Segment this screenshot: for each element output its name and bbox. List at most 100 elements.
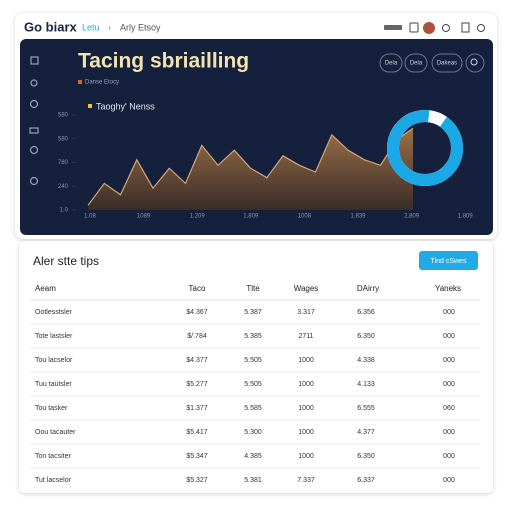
table-cell: 6.356 — [357, 309, 375, 316]
x-tick-label: 1008 — [298, 214, 312, 220]
x-tick-label: 1.209 — [190, 214, 206, 220]
table-cell: $5.277 — [186, 381, 208, 388]
sidebar-icon[interactable] — [29, 176, 39, 186]
table-cell: 000 — [443, 429, 455, 436]
sidebar-icon[interactable] — [29, 99, 39, 109]
icon[interactable] — [477, 24, 485, 32]
table-cell: 1000 — [298, 357, 314, 364]
column-header: DAirry — [357, 284, 379, 293]
table-button[interactable] — [419, 251, 478, 270]
legend-label: Taoghy' Nenss — [96, 101, 155, 111]
search-icon — [470, 58, 478, 66]
x-tick-label: 1.809 — [243, 214, 259, 220]
dashboard-button[interactable] — [404, 53, 428, 73]
status-icon — [384, 25, 402, 30]
dashboard-button-label: Dela — [385, 61, 398, 67]
table-cell: Tuu tautsler — [35, 381, 72, 388]
table-cell: 6.555 — [357, 405, 375, 412]
table-cell: 4.377 — [357, 429, 375, 436]
column-header: Tlte — [246, 284, 260, 293]
table-cell: 6.350 — [357, 333, 375, 340]
column-header: Yaneks — [435, 284, 461, 293]
table-cell: 000 — [443, 309, 455, 316]
table-cell: Tou tasker — [35, 405, 68, 412]
dashboard-button[interactable] — [431, 53, 463, 73]
table-cell: 000 — [443, 381, 455, 388]
column-header: Taco — [189, 284, 206, 293]
sidebar-icon[interactable] — [30, 56, 39, 65]
icon[interactable] — [461, 22, 470, 33]
sidebar-icon[interactable] — [29, 127, 39, 134]
legend-swatch — [88, 104, 92, 108]
column-header: Wages — [294, 284, 319, 293]
sidebar-icon[interactable] — [29, 145, 39, 155]
y-tick-label: 580 — [58, 136, 69, 142]
table-cell: 5.505 — [244, 357, 262, 364]
table-cell: 4.338 — [357, 357, 375, 364]
y-tick-label: 1.0 — [60, 208, 69, 214]
table-cell: 000 — [443, 357, 455, 364]
table-button-label: Tind cSwes — [431, 258, 467, 265]
icon[interactable] — [442, 24, 450, 32]
avatar[interactable] — [423, 22, 435, 34]
table-card — [19, 241, 493, 493]
table-cell: $5.347 — [186, 453, 208, 460]
table-cell: Oou tacauter — [35, 429, 76, 436]
table-cell: $4.367 — [186, 309, 208, 316]
y-tick-label: 780 — [58, 160, 69, 166]
subtitle-swatch — [78, 80, 82, 84]
table-cell: 000 — [443, 333, 455, 340]
table-cell: 5.385 — [244, 333, 262, 340]
dashboard-button[interactable] — [379, 53, 403, 73]
nav-active[interactable]: Letu — [82, 22, 100, 32]
table-cell: 5.387 — [244, 309, 262, 316]
dashboard-button-label: Dakeas — [437, 61, 457, 67]
table-cell: 6.350 — [357, 453, 375, 460]
x-tick-label: 1.839 — [350, 214, 366, 220]
table-cell: 1000 — [298, 381, 314, 388]
table-cell: 1000 — [298, 429, 314, 436]
dashboard-title: Tacing sbriailling — [78, 50, 249, 73]
logo: Go biarx — [24, 19, 78, 34]
table-cell: 1000 — [298, 453, 314, 460]
table-cell: 5.585 — [244, 405, 262, 412]
table-cell: 000 — [443, 477, 455, 484]
x-tick-label: 1.809 — [458, 214, 474, 220]
table-cell: 060 — [443, 405, 455, 412]
dashboard-subtitle: Danse Etocy — [85, 80, 119, 86]
table-cell: 1000 — [298, 405, 314, 412]
table-cell: Tou lacselor — [35, 357, 73, 364]
table-cell: Tote lastsler — [35, 333, 73, 340]
sidebar-icon[interactable] — [30, 79, 38, 87]
table-cell: Ootlesstsler — [35, 309, 73, 316]
nav-item[interactable]: Arly Etsoy — [120, 22, 161, 32]
table-cell: $5.417 — [186, 429, 208, 436]
icon[interactable] — [409, 22, 419, 33]
table-cell: $4.377 — [186, 357, 208, 364]
area-line — [87, 127, 414, 206]
table-cell: 7.337 — [297, 477, 315, 484]
table-cell: 5.505 — [244, 381, 262, 388]
table-cell: 6.337 — [357, 477, 375, 484]
table-cell: $/.784 — [187, 333, 207, 340]
x-tick-label: 2.809 — [404, 214, 420, 220]
nav-separator: › — [108, 22, 111, 32]
x-tick-label: 1.08 — [84, 214, 96, 220]
table-cell: 5.300 — [244, 429, 262, 436]
y-tick-label: 580 — [58, 113, 69, 119]
column-header: Aeam — [35, 284, 56, 293]
table-title: Aler stte tips — [33, 254, 99, 268]
table-cell: 3.317 — [297, 309, 315, 316]
x-tick-label: 1089 — [137, 214, 151, 220]
table-cell: 000 — [443, 453, 455, 460]
search-button[interactable] — [465, 53, 485, 73]
table-cell: 4.385 — [244, 453, 262, 460]
table-cell: $1.377 — [186, 405, 208, 412]
table-cell: 4.133 — [357, 381, 375, 388]
table-cell: Tut lacselor — [35, 477, 72, 484]
sidebar — [29, 56, 39, 186]
table-cell: 2711 — [298, 333, 313, 340]
y-tick-label: 240 — [58, 184, 69, 190]
